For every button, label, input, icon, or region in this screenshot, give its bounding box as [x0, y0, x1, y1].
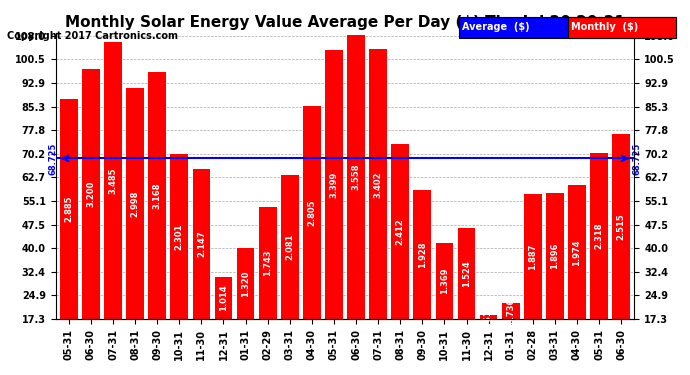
Bar [502, 303, 520, 373]
Bar [590, 153, 608, 373]
Text: Copyright 2017 Cartronics.com: Copyright 2017 Cartronics.com [7, 32, 178, 41]
Bar [546, 193, 564, 373]
Bar [193, 169, 210, 373]
Bar [82, 69, 100, 373]
Bar [60, 99, 78, 373]
Bar [347, 34, 365, 373]
Bar [170, 154, 188, 373]
Text: 68.725: 68.725 [632, 142, 641, 175]
Bar [435, 243, 453, 373]
Text: 3.168: 3.168 [152, 182, 161, 209]
Text: 2.885: 2.885 [64, 196, 73, 222]
Text: 2.805: 2.805 [307, 200, 316, 226]
Text: 3.402: 3.402 [374, 171, 383, 198]
Text: 2.318: 2.318 [595, 223, 604, 249]
Bar [524, 194, 542, 373]
Bar [215, 277, 233, 373]
Bar [104, 42, 122, 373]
Text: 2.998: 2.998 [130, 190, 139, 217]
Bar [612, 134, 630, 373]
Bar [259, 207, 277, 373]
Bar [303, 106, 321, 373]
Bar [457, 228, 475, 373]
Text: 2.147: 2.147 [197, 231, 206, 257]
Text: 2.301: 2.301 [175, 224, 184, 250]
Bar [325, 50, 343, 373]
Text: 2.081: 2.081 [285, 234, 294, 260]
Text: 1.887: 1.887 [529, 243, 538, 270]
Bar [148, 72, 166, 373]
Text: 0.736: 0.736 [506, 298, 515, 324]
Text: 68.725: 68.725 [49, 142, 58, 175]
Text: 1.320: 1.320 [241, 270, 250, 297]
Text: 3.399: 3.399 [329, 171, 339, 198]
Bar [237, 248, 255, 373]
Bar [480, 315, 497, 373]
Bar [281, 175, 299, 373]
Text: 3.558: 3.558 [351, 164, 361, 190]
Text: 1.369: 1.369 [440, 268, 449, 294]
Title: Monthly Solar Energy Value Average Per Day ($) Thu Jul 20 20:21: Monthly Solar Energy Value Average Per D… [65, 15, 625, 30]
Bar [413, 190, 431, 373]
Bar [391, 144, 409, 373]
Text: 1.014: 1.014 [219, 285, 228, 311]
Text: 1.743: 1.743 [263, 250, 272, 276]
Text: 1.928: 1.928 [418, 241, 427, 268]
Text: 1.974: 1.974 [573, 239, 582, 266]
Bar [568, 185, 586, 373]
Bar [126, 88, 144, 373]
Text: 2.515: 2.515 [617, 213, 626, 240]
Text: Average  ($): Average ($) [462, 22, 530, 32]
Text: 1.524: 1.524 [462, 260, 471, 287]
Text: 2.412: 2.412 [396, 218, 405, 245]
Text: 0.615: 0.615 [484, 304, 493, 330]
Text: 3.485: 3.485 [108, 167, 117, 194]
Bar [369, 50, 387, 373]
Text: 1.896: 1.896 [551, 243, 560, 269]
Text: 3.200: 3.200 [86, 181, 95, 207]
Text: Monthly  ($): Monthly ($) [571, 22, 638, 32]
